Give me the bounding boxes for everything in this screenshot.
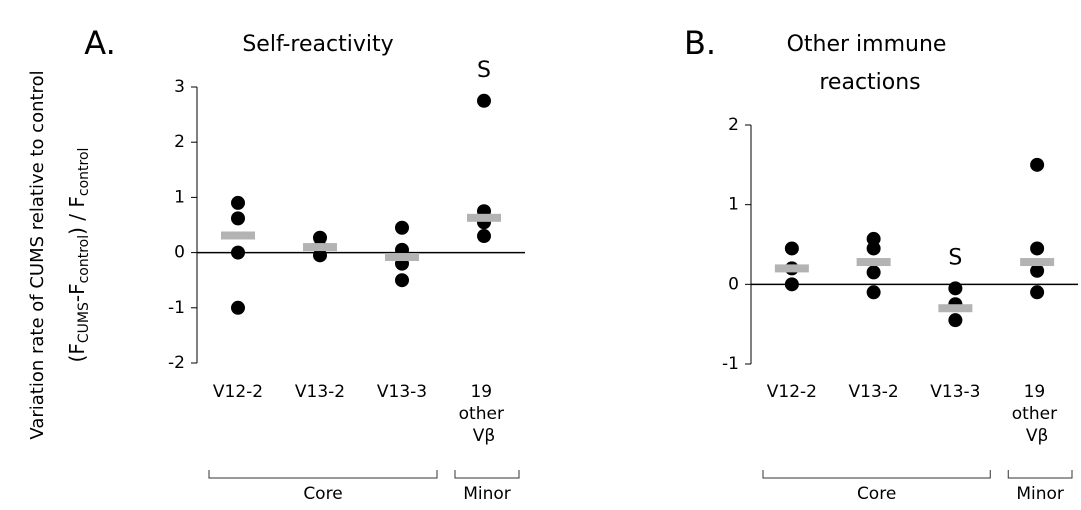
x-tick-label: V13-2 — [295, 382, 345, 402]
x-tick-line: Vβ — [1026, 426, 1048, 446]
formula-subscript: control — [76, 148, 92, 197]
x-tick-line: 19 — [470, 382, 497, 402]
chart-title: Self-reactivity — [242, 32, 393, 57]
mean-bar — [774, 264, 809, 273]
data-point — [231, 211, 245, 226]
y-tick-label: 1 — [728, 195, 739, 215]
data-point — [1030, 157, 1045, 172]
data-point — [784, 277, 799, 292]
mean-bar — [303, 243, 337, 252]
formula-part: ) / F — [65, 196, 89, 235]
y-tick-label: -1 — [722, 354, 739, 374]
data-point — [866, 241, 881, 256]
data-point — [784, 241, 799, 256]
annotation: S — [477, 58, 491, 83]
x-tick-label: 19 other Vβ — [459, 382, 510, 446]
data-point — [313, 248, 327, 263]
mean-bar — [221, 231, 255, 240]
x-tick-label: V13-2 — [849, 382, 899, 402]
data-point — [231, 195, 245, 210]
data-point — [1030, 285, 1045, 300]
data-point — [395, 220, 409, 235]
y-axis-formula: (FCUMS-Fcontrol) / Fcontrol — [65, 148, 93, 363]
annotation: S — [948, 245, 962, 270]
group-bracket — [762, 470, 991, 479]
data-point — [231, 300, 245, 315]
data-point — [395, 273, 409, 288]
mean-bar — [938, 304, 973, 313]
y-tick-label: -1 — [168, 298, 185, 318]
data-point — [477, 229, 491, 244]
y-tick-label: 0 — [728, 274, 739, 294]
data-point — [948, 281, 963, 296]
group-label: Minor — [1016, 484, 1064, 504]
panel-label: A. — [84, 24, 116, 62]
data-point — [948, 313, 963, 328]
x-tick-line: other — [1012, 404, 1063, 424]
chart-title: Other immune reactions — [787, 32, 954, 95]
x-tick-label: V12-2 — [767, 382, 817, 402]
mean-bar — [1020, 258, 1055, 267]
data-point — [231, 245, 245, 260]
x-tick-line: Vβ — [473, 426, 495, 446]
y-tick-label: -2 — [168, 353, 185, 373]
y-tick-label: 2 — [174, 132, 185, 152]
x-tick-label: V13-3 — [930, 382, 980, 402]
x-tick-line: other — [459, 404, 510, 424]
data-point — [1030, 241, 1045, 256]
mean-bar — [467, 213, 501, 222]
panel-label: B. — [684, 24, 716, 62]
group-label: Minor — [463, 484, 511, 504]
data-point — [1030, 263, 1045, 278]
mean-bar — [385, 253, 419, 262]
x-tick-label: 19 other Vβ — [1012, 382, 1063, 446]
group-bracket — [208, 470, 438, 479]
formula-part: (F — [65, 343, 89, 362]
formula-subscript: CUMS — [76, 302, 92, 343]
y-tick-label: 1 — [174, 187, 185, 207]
y-tick-label: 3 — [174, 77, 185, 97]
x-tick-line: 19 — [1024, 382, 1051, 402]
group-bracket — [454, 470, 520, 479]
formula-subscript: control — [76, 235, 92, 284]
title-line: Other immune — [787, 32, 954, 57]
group-bracket — [1007, 470, 1073, 479]
data-point — [866, 265, 881, 280]
formula-part: -F — [65, 283, 89, 302]
group-label: Core — [303, 484, 342, 504]
x-tick-label: V13-3 — [377, 382, 427, 402]
y-tick-label: 2 — [728, 115, 739, 135]
data-point — [866, 285, 881, 300]
y-axis-label: Variation rate of CUMS relative to contr… — [27, 70, 48, 439]
title-line: reactions — [819, 70, 920, 95]
group-label: Core — [857, 484, 896, 504]
x-tick-label: V12-2 — [213, 382, 263, 402]
y-tick-label: 0 — [174, 243, 185, 263]
data-point — [477, 93, 491, 108]
mean-bar — [856, 258, 891, 267]
